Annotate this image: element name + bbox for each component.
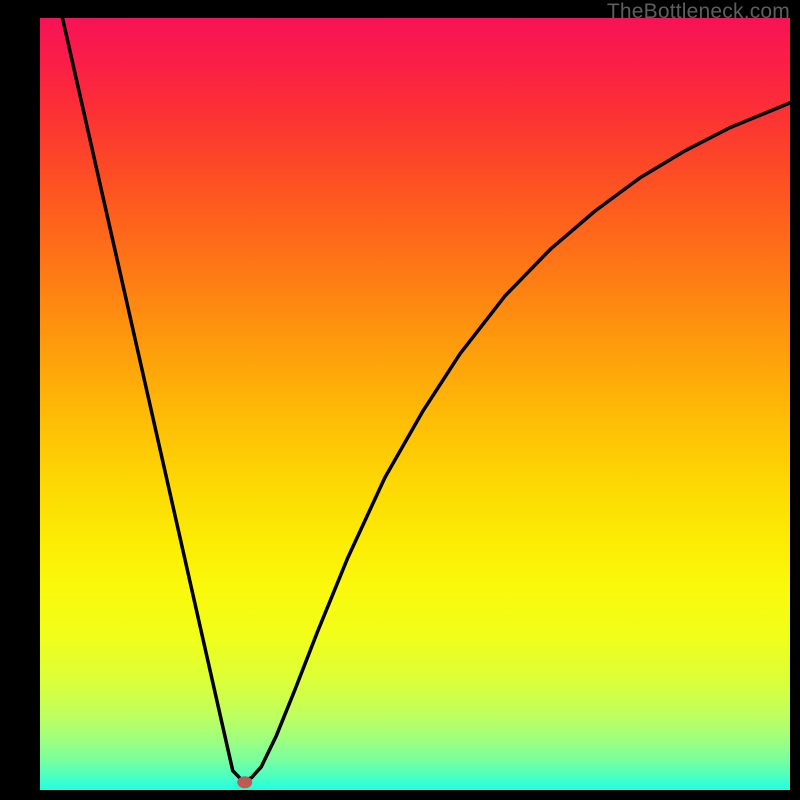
plot-background [40,18,790,790]
minimum-marker [237,776,252,788]
watermark-text: TheBottleneck.com [607,0,790,24]
bottleneck-chart [0,0,800,800]
